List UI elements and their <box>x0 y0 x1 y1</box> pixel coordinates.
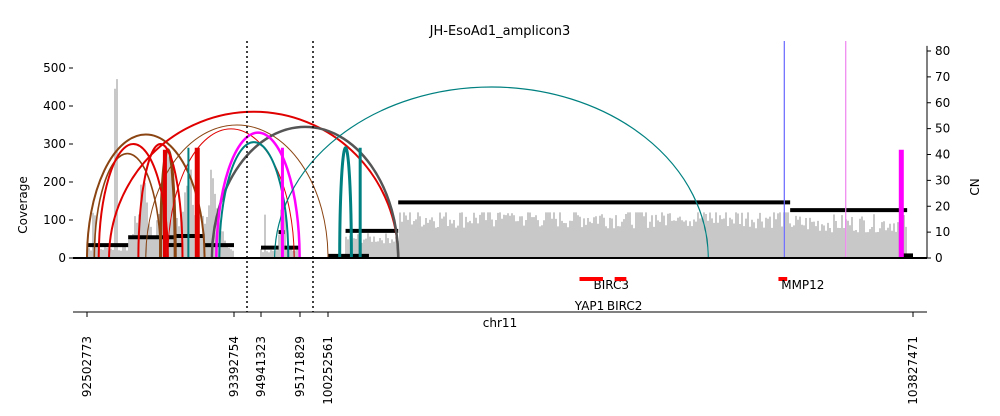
breakpoint-marks-layer <box>162 41 904 258</box>
coverage-tick-label: 0 <box>58 251 66 265</box>
coverage-tick-label: 300 <box>43 137 66 151</box>
breakpoint-arc <box>274 86 709 259</box>
cn-tick-label: 50 <box>935 122 950 136</box>
x-tick-label: 103827471 <box>906 336 920 405</box>
breakpoint-arcs-layer <box>86 86 709 259</box>
x-tick-label: 95171829 <box>293 336 307 397</box>
cn-tick-label: 20 <box>935 199 950 213</box>
cn-tick-label: 0 <box>935 251 943 265</box>
cn-tick-label: 10 <box>935 225 950 239</box>
gene-label: MMP12 <box>781 278 824 292</box>
coverage-bars <box>327 212 913 258</box>
x-axis-label: chr11 <box>483 316 517 330</box>
x-tick-label: 100252561 <box>321 336 335 405</box>
chart-title: JH-EsoAd1_amplicon3 <box>429 24 571 39</box>
y-axis-label-coverage: Coverage <box>16 176 30 234</box>
breakpoint-arc <box>167 128 295 259</box>
axes-layer: 0 100 200 300 400 500 0 10 20 30 40 50 60 70 80 9250277… <box>43 41 950 405</box>
cn-tick-label: 30 <box>935 173 950 187</box>
breakpoint-arc <box>93 152 162 259</box>
breakpoint-arc <box>108 110 400 259</box>
coverage-tick-label: 500 <box>43 61 66 75</box>
coverage-tick-label: 200 <box>43 175 66 189</box>
breakpoint-arc <box>218 141 290 259</box>
coverage-tick-label: 100 <box>43 213 66 227</box>
cn-tick-label: 40 <box>935 148 950 162</box>
y-axis-label-cn: CN <box>968 178 982 195</box>
cn-tick-label: 70 <box>935 70 950 84</box>
coverage-tick-label: 400 <box>43 99 66 113</box>
x-tick-label: 94941323 <box>254 336 268 397</box>
coverage-layer <box>86 79 913 258</box>
breakpoint-arc <box>338 146 353 259</box>
gene-label: YAP1 <box>574 299 604 313</box>
genes-layer: BIRC3 YAP1 BIRC2 MMP12 <box>574 277 824 313</box>
cn-tick-label: 80 <box>935 44 950 58</box>
breakpoint-arc <box>137 143 184 259</box>
gene-label: BIRC2 <box>607 299 643 313</box>
gene-label: BIRC3 <box>593 278 629 292</box>
x-tick-label: 92502773 <box>80 336 94 397</box>
breakpoint-arc <box>145 124 329 259</box>
x-tick-label: 93392754 <box>227 336 241 397</box>
breakpoint-arc <box>215 131 301 259</box>
cn-tick-label: 60 <box>935 96 950 110</box>
